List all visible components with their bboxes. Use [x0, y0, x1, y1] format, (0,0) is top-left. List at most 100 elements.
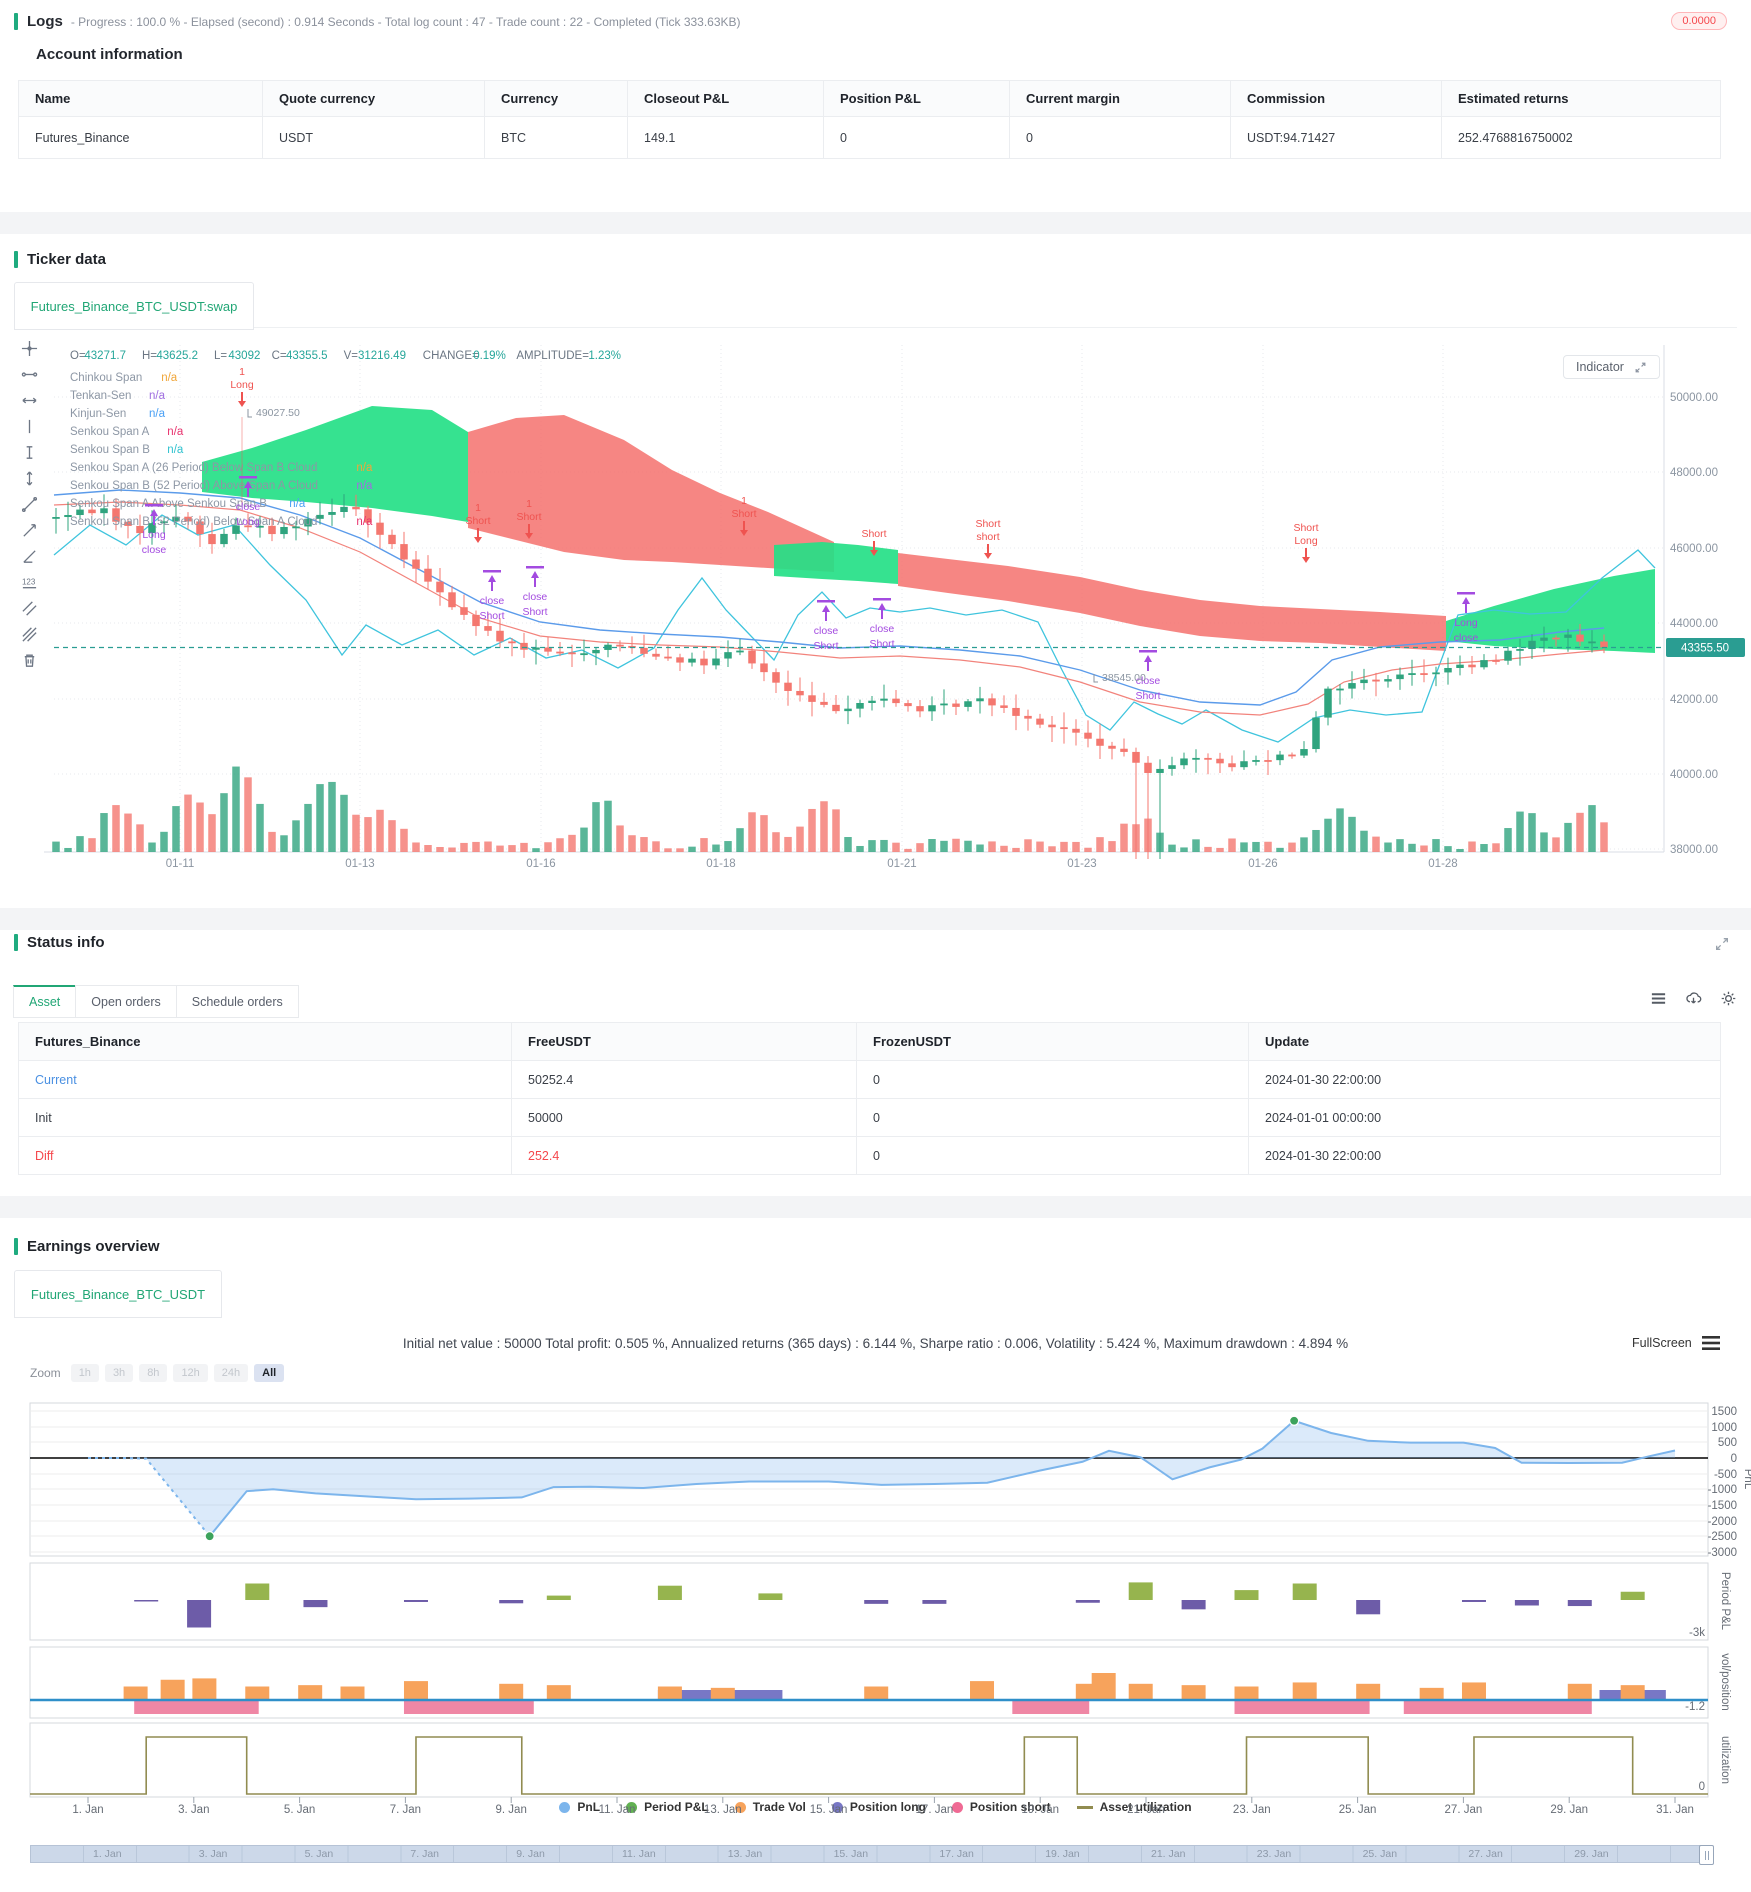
svg-text:01-23: 01-23	[1067, 858, 1096, 870]
vert-range-icon[interactable]	[21, 444, 38, 461]
crosshair-icon[interactable]	[21, 340, 38, 357]
x-axis-label: 5. Jan	[283, 1804, 316, 1816]
svg-text:n/a: n/a	[149, 408, 166, 420]
svg-text:31216.49: 31216.49	[358, 350, 406, 362]
svg-text:Long: Long	[1454, 617, 1478, 629]
legend-item-pnl[interactable]: PnL	[559, 1800, 600, 1814]
svg-text:01-11: 01-11	[166, 858, 195, 870]
chart-navigator[interactable]: 1. Jan 3. Jan 5. Jan 7. Jan 9. Jan 11. Jan 13.…	[30, 1845, 1714, 1865]
dot-line-icon[interactable]	[21, 366, 38, 383]
legend-item-period-p&l[interactable]: Period P&L	[626, 1800, 709, 1814]
status-accent-bar	[14, 934, 18, 951]
table-cell: 252.4	[511, 1136, 857, 1175]
cloud-download-icon[interactable]	[1685, 990, 1702, 1007]
column-header: Closeout P&L	[627, 80, 824, 117]
multi-lines-icon[interactable]	[21, 626, 38, 643]
x-axis-label: 1. Jan	[72, 1804, 104, 1816]
navigator-label: 5. Jan	[304, 1848, 334, 1860]
ray-icon[interactable]	[21, 522, 38, 539]
svg-text:123: 123	[21, 577, 35, 586]
svg-text:n/a: n/a	[289, 498, 306, 510]
x-axis-label: 21. Jan	[1127, 1804, 1165, 1816]
x-axis-label: 9. Jan	[495, 1804, 527, 1816]
tab-ticker-symbol[interactable]: Futures_Binance_BTC_USDT:swap	[14, 282, 254, 330]
legend-line	[1076, 1805, 1093, 1809]
trash-icon[interactable]	[21, 652, 38, 669]
column-header: Position P&L	[823, 80, 1010, 117]
tab-asset[interactable]: Asset	[13, 985, 77, 1018]
svg-text:Short: Short	[465, 515, 490, 527]
zoom-button-24h[interactable]: 24h	[213, 1364, 249, 1382]
svg-text:Short: Short	[1135, 690, 1160, 702]
x-axis-label: 29. Jan	[1550, 1804, 1589, 1816]
svg-text:vol/position: vol/position	[1719, 1653, 1731, 1711]
svg-text:Senkou Span A: Senkou Span A	[70, 426, 150, 438]
vert-line-icon[interactable]	[21, 418, 38, 435]
svg-text:01-16: 01-16	[526, 858, 555, 870]
svg-text:0: 0	[1731, 1453, 1737, 1465]
table-cell: 50000	[511, 1098, 857, 1137]
svg-text:-3000: -3000	[1708, 1547, 1737, 1559]
svg-text:n/a: n/a	[149, 390, 166, 402]
x-axis-label: 11. Jan	[598, 1804, 636, 1816]
zoom-button-1h[interactable]: 1h	[70, 1364, 99, 1382]
updown-arrows-icon[interactable]	[21, 470, 38, 487]
svg-text:n/a: n/a	[356, 462, 373, 474]
svg-text:-3k: -3k	[1689, 1627, 1705, 1639]
svg-text:L=: L=	[214, 350, 227, 362]
fullscreen-button[interactable]: FullScreen	[1632, 1336, 1692, 1350]
navigator-handle[interactable]	[1699, 1845, 1714, 1865]
legend-item-position-short[interactable]: Position short	[951, 1800, 1051, 1814]
gear-icon[interactable]	[1720, 990, 1737, 1007]
zoom-button-all[interactable]: All	[254, 1364, 285, 1382]
zoom-button-12h[interactable]: 12h	[173, 1364, 208, 1382]
svg-text:0: 0	[1699, 1781, 1705, 1793]
navigator-label: 25. Jan	[1362, 1848, 1398, 1860]
svg-text:H=: H=	[142, 350, 157, 362]
logs-title: Logs	[27, 12, 63, 30]
angle-line-icon[interactable]	[21, 548, 38, 565]
x-axis-label: 7. Jan	[389, 1804, 422, 1816]
earnings-stats: Initial net value : 50000 Total profit: …	[402, 1336, 1349, 1351]
svg-text:-1000: -1000	[1708, 1484, 1737, 1496]
table-cell: Diff	[18, 1136, 512, 1175]
legend-item-position-long[interactable]: Position long	[831, 1800, 926, 1814]
navigator-label: 21. Jan	[1151, 1848, 1186, 1860]
menu-icon[interactable]	[1650, 990, 1667, 1007]
tab-schedule-orders[interactable]: Schedule orders	[175, 985, 299, 1018]
tab-earnings-symbol[interactable]: Futures_Binance_BTC_USDT	[14, 1270, 222, 1318]
navigator-label: 27. Jan	[1468, 1848, 1503, 1860]
svg-text:-2500: -2500	[1708, 1531, 1737, 1543]
expand-icon[interactable]	[1634, 361, 1647, 374]
section-divider	[0, 212, 1751, 234]
status-table: Futures_Binance FreeUSDT FrozenUSDT Update C…	[18, 1022, 1721, 1175]
svg-text:n/a: n/a	[161, 372, 178, 384]
legend-item-asset-utilization[interactable]: Asset utilization	[1076, 1800, 1192, 1814]
svg-text:close: close	[814, 625, 839, 637]
svg-text:1.23%: 1.23%	[588, 350, 621, 362]
table-cell: 149.1	[627, 116, 824, 159]
table-cell: USDT:94.71427	[1230, 116, 1442, 159]
zoom-button-3h[interactable]: 3h	[104, 1364, 134, 1382]
legend-item-trade-vol[interactable]: Trade Vol	[734, 1800, 806, 1814]
svg-text:43355.5: 43355.5	[286, 350, 328, 362]
column-header: FreeUSDT	[511, 1022, 857, 1061]
svg-text:CHANGE=: CHANGE=	[423, 350, 479, 362]
status-badge: 0.0000	[1671, 12, 1727, 30]
zoom-button-8h[interactable]: 8h	[139, 1364, 168, 1382]
chart-menu-icon[interactable]	[1701, 1336, 1720, 1350]
svg-text:44000.00: 44000.00	[1670, 618, 1718, 630]
expand-icon[interactable]	[1714, 936, 1730, 952]
tab-open-orders[interactable]: Open orders	[75, 985, 177, 1018]
svg-text:utilization: utilization	[1719, 1736, 1731, 1784]
earnings-section-title: Earnings overview	[27, 1238, 160, 1255]
indicator-button[interactable]: Indicator	[1563, 355, 1660, 379]
horiz-arrows-icon[interactable]	[21, 392, 38, 409]
svg-text:PnL: PnL	[1742, 1469, 1751, 1490]
earnings-chart[interactable]: 1500 1000 500 0 -500 -1000 -1500 -2000 -2500 -300…	[0, 1398, 1751, 1872]
measure-123-icon[interactable]: 123	[21, 574, 38, 591]
parallel-lines-icon[interactable]	[21, 600, 38, 617]
svg-text:50000.00: 50000.00	[1670, 392, 1718, 404]
trend-line-icon[interactable]	[21, 496, 38, 513]
ticker-candlestick-chart[interactable]: 50000.00 48000.00 46000.00 44000.00 42000.00…	[0, 330, 1751, 900]
